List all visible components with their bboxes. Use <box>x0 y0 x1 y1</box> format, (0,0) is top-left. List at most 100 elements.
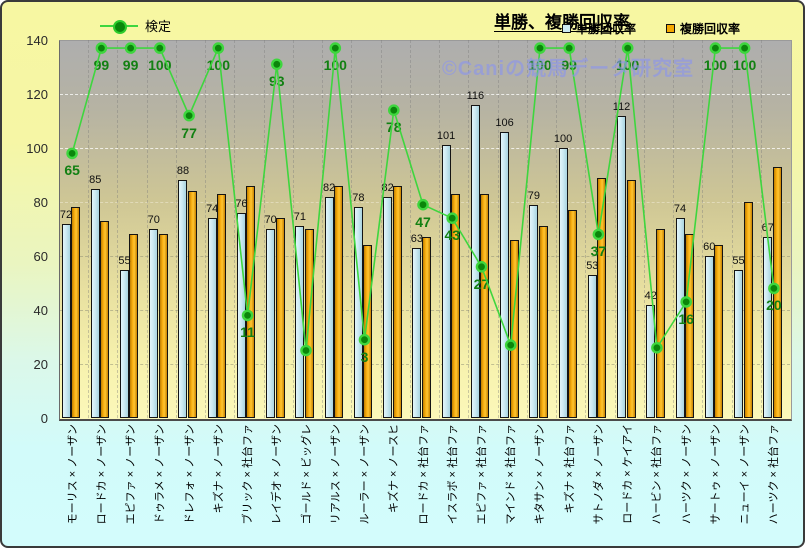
x-axis-label: キズナ × ノーザン <box>212 424 225 514</box>
x-axis-label: モーリス × ノーザン <box>66 424 79 525</box>
test-value-label: 3 <box>360 348 369 365</box>
y-axis-tick: 20 <box>33 357 48 372</box>
y-axis-tick: 100 <box>26 141 48 156</box>
gridline-v <box>205 40 207 418</box>
x-axis-label: イスラボ × 社台ファ <box>446 424 459 525</box>
bar-place <box>246 185 256 418</box>
x-axis-label: ブリック × 社台ファ <box>242 424 255 525</box>
test-dot <box>300 344 312 357</box>
bar-place <box>597 177 607 418</box>
y-axis-tick: 140 <box>26 33 48 48</box>
bar-win <box>470 104 480 418</box>
bar-value-label: 74 <box>673 203 687 216</box>
bar-win <box>149 229 159 418</box>
bar-win <box>558 148 568 418</box>
gridline-v <box>731 40 733 418</box>
bar-value-label: 116 <box>466 89 485 102</box>
test-dot <box>534 42 546 54</box>
bar-value-label: 79 <box>527 189 540 202</box>
test-dot <box>66 147 78 160</box>
bar-place <box>217 193 227 418</box>
test-line-layer <box>66 42 780 357</box>
bar-win <box>90 188 100 418</box>
gridline-v <box>643 40 645 418</box>
x-axis-label: エピファ × ノーザン <box>125 424 138 525</box>
bar-place <box>538 226 548 418</box>
bar-value-label: 112 <box>612 100 631 113</box>
bar-place <box>626 180 636 418</box>
bar-value-label: 72 <box>59 208 73 221</box>
bar-place <box>480 193 490 418</box>
bar-value-label: 53 <box>586 259 599 272</box>
test-value-label: 100 <box>615 57 640 74</box>
bar-value-label: 55 <box>118 254 131 267</box>
bar-place <box>568 210 578 418</box>
bar-win <box>704 256 714 418</box>
bar-win <box>441 145 451 418</box>
test-dot <box>563 42 576 54</box>
test-value-label: 37 <box>590 243 607 260</box>
bar-value-label: 70 <box>264 214 277 226</box>
win-square-icon <box>562 24 571 33</box>
bar-value-label: 55 <box>732 254 745 267</box>
bar-value-label: 71 <box>293 211 307 224</box>
watermark: ©Caniの競馬データ研究室 <box>442 58 695 80</box>
test-dot <box>358 333 371 346</box>
gridline-v <box>380 40 382 418</box>
test-value-label: 65 <box>64 162 80 179</box>
gridline-v <box>175 40 177 418</box>
bar-value-label: 76 <box>235 197 248 210</box>
test-value-label: 43 <box>444 227 461 244</box>
gridline-v <box>468 40 470 418</box>
gridline-v <box>585 40 587 418</box>
legend-place-label: 複勝回収率 <box>680 22 741 36</box>
test-dot <box>446 212 459 224</box>
gridline-v <box>88 40 90 418</box>
chart-title: 単勝、複勝回収率 <box>494 13 630 32</box>
x-axis-label: リアルス × ノーザン <box>329 424 342 525</box>
bar-place <box>129 234 139 418</box>
gridline-v <box>146 40 148 418</box>
bar-place <box>714 245 724 418</box>
test-dot <box>651 341 663 354</box>
x-axis-label: ハーツク × 社台ファ <box>768 424 781 525</box>
bar-value-label: 100 <box>553 133 573 145</box>
bar-value-label: 67 <box>761 222 774 235</box>
bar-place <box>451 193 461 418</box>
legend-bars: 単勝回収率 複勝回収率 <box>562 20 740 37</box>
test-dot <box>124 42 137 54</box>
gridline-v <box>439 40 441 418</box>
gridline-v <box>351 40 353 418</box>
gridline-v <box>117 40 119 418</box>
bar-win <box>207 218 217 418</box>
x-axis-label: キタサン × ノーザン <box>534 424 547 525</box>
x-axis-label: キズナ × ノースヒ <box>388 424 401 513</box>
y-axis-tick: 80 <box>33 195 48 210</box>
test-dot <box>329 42 342 54</box>
x-axis-label: ドレフォ × ノーザン <box>183 424 196 525</box>
test-dot <box>475 260 488 273</box>
test-dot <box>387 104 400 116</box>
x-axis-label: ロードカ × ケイアイ <box>622 424 635 524</box>
x-axis-label: サートゥ × ノーザン <box>709 424 722 525</box>
test-value-label: 20 <box>766 297 782 314</box>
test-value-label: 100 <box>703 57 728 74</box>
bar-value-label: 101 <box>436 130 456 143</box>
gridline-v <box>409 40 411 418</box>
x-axis-label: ニューイ × ノーザン <box>739 424 752 525</box>
x-axis-label: ロードカ × ノーザン <box>95 424 108 525</box>
bar-win <box>119 269 129 418</box>
gridline-v <box>497 40 499 418</box>
legend-test: 検定 <box>100 16 171 35</box>
bar-win <box>587 274 597 418</box>
gridline-v <box>673 40 675 418</box>
test-dot <box>621 42 634 54</box>
bar-place <box>158 234 168 418</box>
gridline-v <box>702 40 704 418</box>
bar-win <box>324 196 334 418</box>
test-dot <box>504 339 517 351</box>
bar-win <box>500 131 510 418</box>
test-value-label: 47 <box>415 213 431 230</box>
test-value-label: 27 <box>473 275 490 292</box>
